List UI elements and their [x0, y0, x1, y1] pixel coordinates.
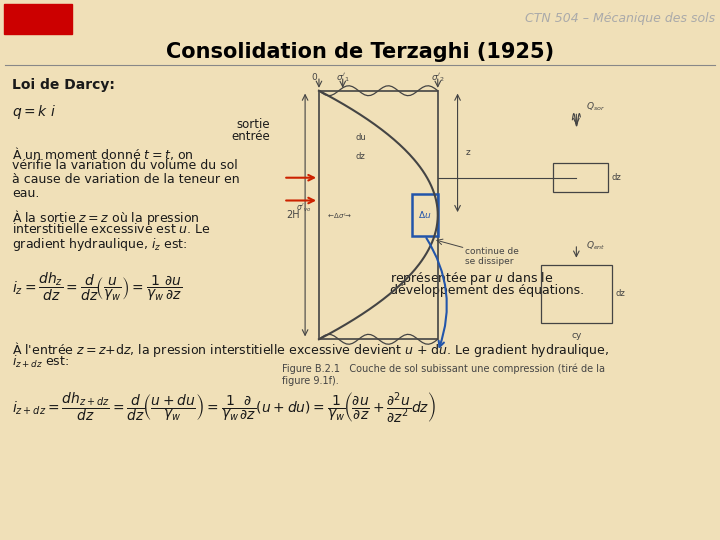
Text: $Q_{sor}$: $Q_{sor}$ [586, 100, 606, 113]
Text: $i_z = \dfrac{dh_z}{dz} = \dfrac{d}{dz}\!\left(\dfrac{u}{\gamma_w}\right) = \dfr: $i_z = \dfrac{dh_z}{dz} = \dfrac{d}{dz}\… [12, 270, 182, 303]
Bar [541, 265, 612, 323]
Text: À la sortie $z = z$ où la pression: À la sortie $z = z$ où la pression [12, 208, 200, 227]
Text: z: z [466, 148, 470, 157]
Text: $Q_{ent}$: $Q_{ent}$ [586, 239, 606, 252]
Text: $i_{z+dz} = \dfrac{dh_{z+dz}}{dz} = \dfrac{d}{dz}\!\left(\dfrac{u+du}{\gamma_w}\: $i_{z+dz} = \dfrac{dh_{z+dz}}{dz} = \dfr… [12, 390, 436, 425]
Text: Consolidation de Terzaghi (1925): Consolidation de Terzaghi (1925) [166, 42, 554, 62]
Text: entrée: entrée [231, 130, 270, 143]
Text: $i_{z+dz}$ est:: $i_{z+dz}$ est: [12, 354, 69, 370]
Text: du: du [355, 133, 366, 143]
Bar [553, 163, 608, 192]
Text: CTN 504 – Mécanique des sols: CTN 504 – Mécanique des sols [525, 12, 715, 25]
Text: dz: dz [616, 289, 626, 298]
Text: sortie: sortie [236, 118, 270, 131]
Text: ÉTS: ÉTS [25, 6, 51, 19]
Text: dz: dz [356, 152, 366, 161]
Text: vérifie la variation du volume du sol: vérifie la variation du volume du sol [12, 159, 238, 172]
Text: continue de
se dissiper: continue de se dissiper [466, 247, 519, 266]
Text: Figure B.2.1   Couche de sol subissant une compression (tiré de la
figure 9.1f).: Figure B.2.1 Couche de sol subissant une… [282, 363, 606, 386]
Text: développement des équations.: développement des équations. [390, 284, 584, 297]
Text: à cause de variation de la teneur en: à cause de variation de la teneur en [12, 173, 240, 186]
Text: Loi de Darcy:: Loi de Darcy: [12, 78, 115, 92]
Text: 2H: 2H [287, 210, 300, 220]
Text: $\sigma'_1$: $\sigma'_1$ [336, 71, 350, 84]
Text: gradient hydraulique, $i_z$ est:: gradient hydraulique, $i_z$ est: [12, 236, 187, 253]
Text: dz: dz [612, 173, 622, 182]
Text: cy: cy [571, 331, 582, 340]
Text: $\Delta u$: $\Delta u$ [418, 210, 431, 220]
Text: $\sigma'_{vo}$: $\sigma'_{vo}$ [296, 202, 311, 214]
Text: À un moment donné $t = t$, on: À un moment donné $t = t$, on [12, 145, 194, 162]
Text: $q = k\ i$: $q = k\ i$ [12, 103, 56, 121]
Bar [4, 4, 72, 34]
Text: À l'entrée $z = z$+d$z$, la pression interstitielle excessive devient $u$ + d$u$: À l'entrée $z = z$+d$z$, la pression int… [12, 340, 609, 359]
Text: représentée par $u$ dans le: représentée par $u$ dans le [390, 270, 553, 287]
Text: interstitielle excessive est $u$. Le: interstitielle excessive est $u$. Le [12, 222, 211, 236]
Text: $\sigma'_2$: $\sigma'_2$ [431, 71, 444, 84]
Text: eau.: eau. [12, 187, 40, 200]
Text: $\leftarrow\!\Delta\sigma'\!\rightarrow$: $\leftarrow\!\Delta\sigma'\!\rightarrow$ [325, 211, 352, 221]
Text: 0: 0 [311, 73, 317, 83]
Bar [319, 91, 438, 339]
Bar [412, 194, 438, 236]
Text: le génie pour l'industrie: le génie pour l'industrie [9, 22, 67, 28]
